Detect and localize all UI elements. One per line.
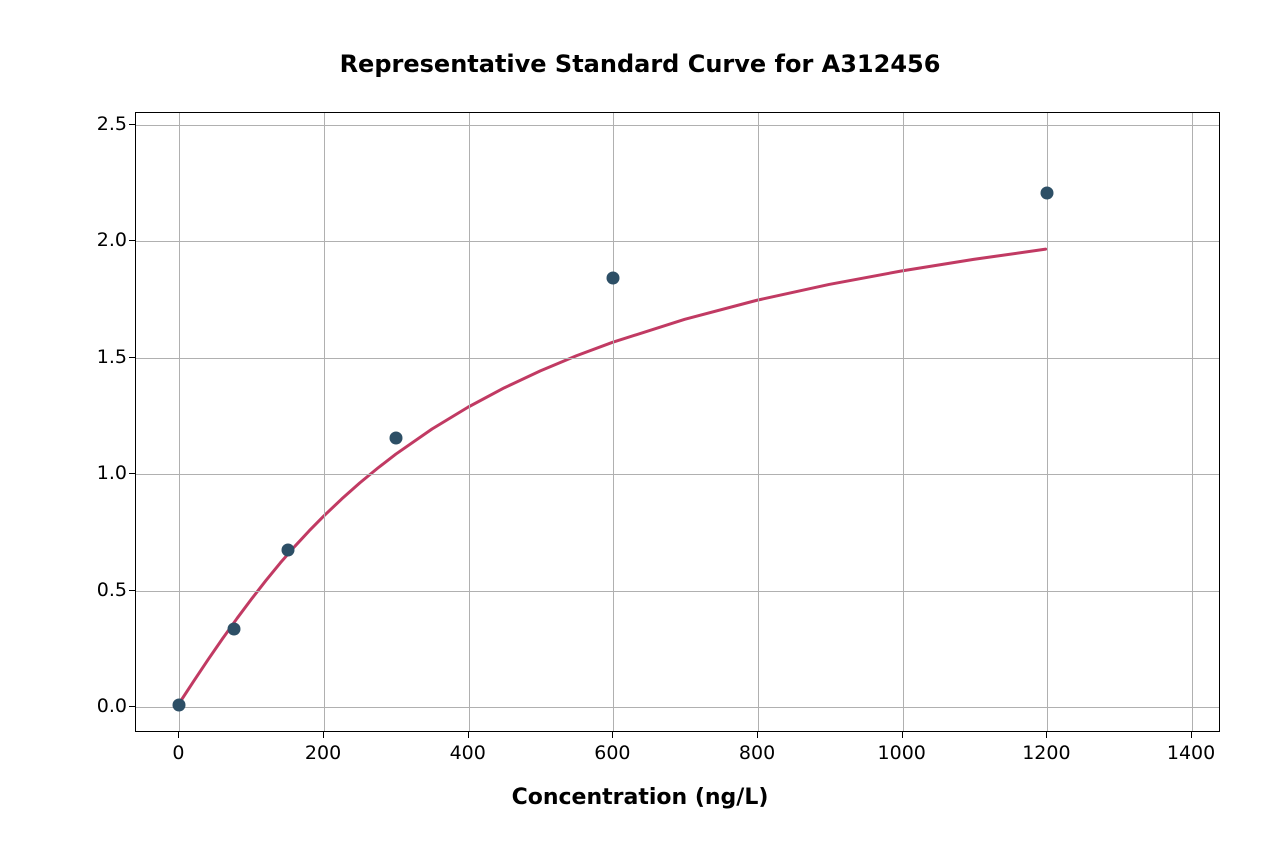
y-tick bbox=[129, 240, 135, 241]
data-point bbox=[607, 272, 620, 285]
y-tick-label: 0.0 bbox=[87, 695, 127, 717]
x-tick bbox=[1191, 732, 1192, 738]
gridline-horizontal bbox=[136, 591, 1219, 592]
x-axis-label: Concentration (ng/L) bbox=[0, 785, 1280, 810]
x-tick bbox=[468, 732, 469, 738]
x-tick-label: 800 bbox=[739, 742, 775, 764]
x-tick-label: 1400 bbox=[1167, 742, 1215, 764]
gridline-horizontal bbox=[136, 125, 1219, 126]
y-tick bbox=[129, 473, 135, 474]
x-tick bbox=[757, 732, 758, 738]
gridline-horizontal bbox=[136, 707, 1219, 708]
data-point bbox=[173, 699, 186, 712]
gridline-vertical bbox=[613, 113, 614, 731]
chart-title: Representative Standard Curve for A31245… bbox=[0, 50, 1280, 78]
data-point bbox=[390, 432, 403, 445]
fitted-curve bbox=[136, 113, 1219, 731]
gridline-vertical bbox=[179, 113, 180, 731]
y-tick-label: 1.0 bbox=[87, 462, 127, 484]
x-tick bbox=[902, 732, 903, 738]
gridline-vertical bbox=[1192, 113, 1193, 731]
x-tick bbox=[323, 732, 324, 738]
x-tick bbox=[1046, 732, 1047, 738]
plot-area bbox=[135, 112, 1220, 732]
gridline-vertical bbox=[758, 113, 759, 731]
y-tick bbox=[129, 706, 135, 707]
x-tick-label: 1000 bbox=[878, 742, 926, 764]
standard-curve-chart: Representative Standard Curve for A31245… bbox=[0, 0, 1280, 845]
x-tick-label: 1200 bbox=[1022, 742, 1070, 764]
y-tick-label: 2.0 bbox=[87, 229, 127, 251]
y-tick-label: 0.5 bbox=[87, 579, 127, 601]
data-point bbox=[281, 544, 294, 557]
gridline-vertical bbox=[903, 113, 904, 731]
y-tick bbox=[129, 357, 135, 358]
data-point bbox=[227, 623, 240, 636]
gridline-vertical bbox=[1047, 113, 1048, 731]
x-tick bbox=[612, 732, 613, 738]
y-tick-label: 2.5 bbox=[87, 113, 127, 135]
gridline-vertical bbox=[469, 113, 470, 731]
y-tick bbox=[129, 124, 135, 125]
gridline-horizontal bbox=[136, 241, 1219, 242]
x-tick-label: 400 bbox=[450, 742, 486, 764]
x-tick-label: 600 bbox=[594, 742, 630, 764]
y-tick-label: 1.5 bbox=[87, 346, 127, 368]
gridline-vertical bbox=[324, 113, 325, 731]
gridline-horizontal bbox=[136, 474, 1219, 475]
x-tick-label: 200 bbox=[305, 742, 341, 764]
gridline-horizontal bbox=[136, 358, 1219, 359]
x-tick bbox=[178, 732, 179, 738]
y-tick bbox=[129, 590, 135, 591]
data-point bbox=[1041, 187, 1054, 200]
x-tick-label: 0 bbox=[172, 742, 184, 764]
